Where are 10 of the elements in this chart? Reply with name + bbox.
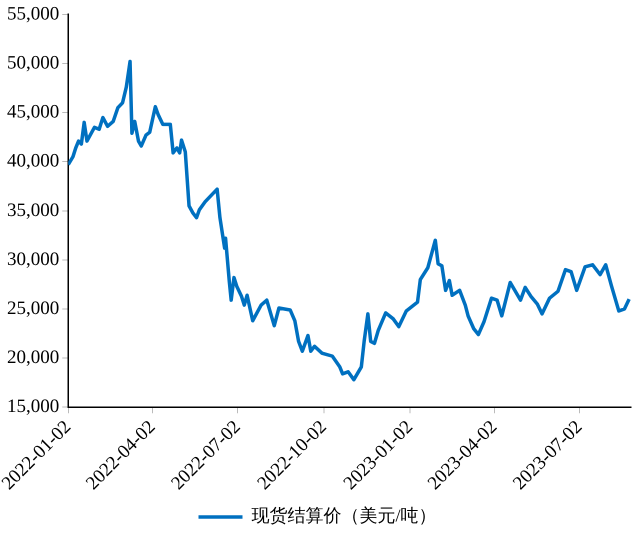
y-tick-label: 50,000 bbox=[7, 52, 60, 74]
y-tick-label: 15,000 bbox=[7, 396, 60, 418]
y-tick-label: 30,000 bbox=[7, 248, 60, 270]
y-tick-label: 40,000 bbox=[7, 150, 60, 172]
y-tick-label: 55,000 bbox=[7, 3, 60, 24]
legend-label: 现货结算价（美元/吨） bbox=[252, 506, 437, 526]
y-tick-label: 25,000 bbox=[7, 298, 60, 319]
y-tick-label: 45,000 bbox=[7, 102, 60, 123]
y-tick-label: 20,000 bbox=[7, 347, 60, 368]
y-tick-label: 35,000 bbox=[7, 200, 60, 221]
